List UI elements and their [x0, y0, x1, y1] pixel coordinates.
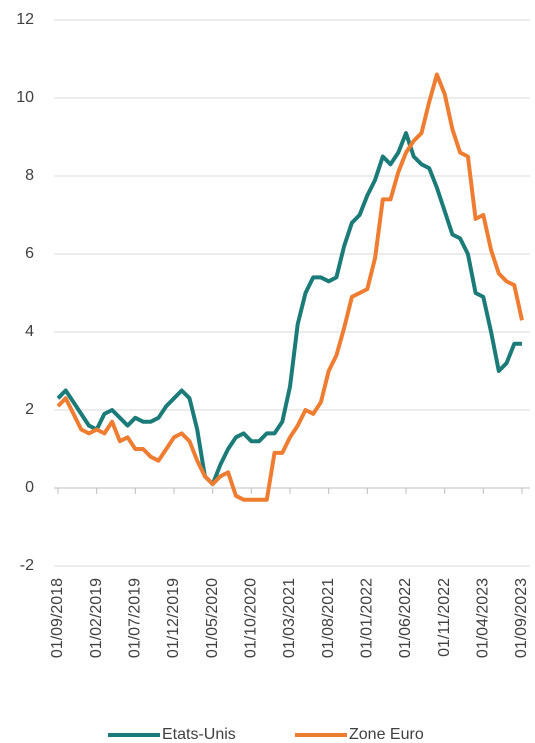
y-tick-label: 0: [25, 479, 34, 496]
legend-label: Zone Euro: [349, 726, 424, 743]
x-tick-label: 01/11/2022: [436, 578, 453, 657]
y-tick-label: 12: [16, 11, 34, 28]
x-tick-label: 01/06/2022: [397, 578, 414, 658]
y-tick-label: 2: [25, 401, 34, 418]
y-tick-label: 8: [25, 167, 34, 184]
x-tick-label: 01/10/2020: [243, 578, 260, 658]
legend-label: Etats-Unis: [162, 726, 236, 743]
x-tick-label: 01/02/2019: [88, 578, 105, 658]
x-tick-label: 01/05/2020: [204, 578, 221, 658]
x-tick-label: 01/12/2019: [165, 578, 182, 658]
y-tick-label: 6: [25, 245, 34, 262]
x-tick-label: 01/01/2022: [359, 578, 376, 658]
y-tick-label: 10: [16, 89, 34, 106]
x-tick-label: 01/08/2021: [320, 578, 337, 658]
x-tick-label: 01/04/2023: [475, 578, 492, 658]
series-line: [56, 131, 522, 487]
x-tick-label: 01/09/2018: [49, 578, 66, 658]
x-tick-label: 01/09/2023: [513, 578, 530, 658]
series-line: [56, 72, 524, 502]
x-tick-label: 01/07/2019: [127, 578, 144, 658]
x-tick-label: 01/03/2021: [281, 578, 298, 658]
y-tick-label: 4: [25, 323, 34, 340]
y-tick-label: -2: [20, 557, 34, 574]
